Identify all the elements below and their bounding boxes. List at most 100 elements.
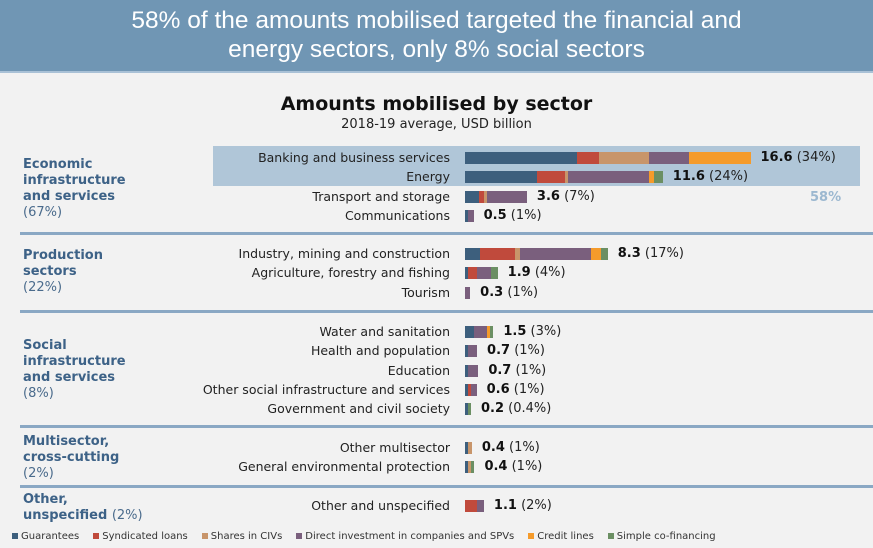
legend-label: Syndicated loans [102, 531, 188, 542]
bar-segment-shares-in-civs [468, 461, 471, 474]
legend-label: Simple co-financing [616, 531, 716, 542]
legend-swatch-icon [201, 533, 208, 539]
data-label-share: (3%) [526, 324, 562, 339]
legend-item: Guarantees [12, 531, 79, 542]
bar-segment-syndicated-loans [465, 500, 478, 512]
data-label-value: 0.6 [486, 381, 510, 397]
group-name: Social infrastructure and services [23, 338, 126, 385]
chart-title: Amounts mobilised by sector [280, 93, 593, 115]
bar-segment-guarantees [465, 152, 577, 164]
row-label: Industry, mining and construction [238, 246, 450, 261]
bar-segment-shares-in-civs [514, 248, 521, 260]
data-label-share: (1%) [511, 362, 547, 378]
data-label-share: (7%) [559, 188, 595, 204]
bar-segment-shares-in-civs [483, 190, 488, 203]
data-label-value: 0.3 [480, 284, 504, 300]
bar-segment-shares-in-civs [599, 152, 650, 164]
highlight-share-label: 58% [810, 190, 842, 205]
legend-swatch-icon [296, 533, 303, 539]
bar-segment-direct-investment-in-companies-and-spvs [568, 171, 650, 184]
bar-segment-direct-investment-in-companies-and-spvs [649, 152, 689, 164]
legend-label: Shares in CIVs [210, 531, 283, 542]
row-label: Other social infrastructure and services [202, 381, 450, 397]
bar-segment-direct-investment-in-companies-and-spvs [468, 364, 479, 377]
data-label: 0.7 (1%) [488, 363, 546, 379]
data-label-value: 0.4 [481, 440, 505, 455]
row-label: Transport and storage [312, 188, 450, 204]
data-label-share: (4%) [530, 265, 566, 281]
row-label: Other multisector [339, 440, 450, 455]
legend-label: Credit lines [537, 531, 594, 542]
data-label-share: (17%) [640, 246, 684, 261]
headline-banner: 58% of the amounts mobilised targeted th… [0, 0, 873, 73]
data-label-value: 0.4 [484, 459, 508, 475]
row-label: Health and population [310, 343, 450, 359]
group-share: (2%) [111, 508, 143, 523]
bar-segment-direct-investment-in-companies-and-spvs [465, 286, 471, 299]
row-label: Water and sanitation [319, 324, 451, 339]
data-label: 0.7 (1%) [487, 343, 545, 359]
group-label: Multisector, cross-cutting (2%) [23, 434, 119, 482]
data-label-value: 3.6 [536, 188, 560, 204]
legend-swatch-icon [607, 533, 614, 539]
bar-segment-simple-co-financing [490, 326, 494, 338]
data-label-value: 16.6 [760, 150, 793, 165]
bar-segment-guarantees [465, 403, 468, 416]
headline-line-2: energy sectors, only 8% social sectors [228, 36, 645, 63]
bar-segment-simple-co-financing [600, 248, 608, 260]
bar-segment-credit-lines [649, 171, 655, 184]
bar-segment-credit-lines [688, 152, 751, 164]
data-label-value: 1.9 [507, 265, 531, 281]
data-label-share: (1%) [506, 207, 542, 223]
data-label-value: 11.6 [672, 169, 705, 185]
group-divider [20, 310, 873, 313]
legend-label: Guarantees [21, 531, 80, 542]
group-label: Economic infrastructure and services (67%) [23, 157, 126, 221]
data-label: 0.4 (1%) [482, 440, 540, 456]
bar-segment-syndicated-loans [480, 248, 515, 260]
legend-item: Simple co-financing [607, 531, 716, 542]
bar-segment-guarantees [465, 383, 468, 396]
bar-segment-simple-co-financing [490, 267, 498, 280]
bar-segment-direct-investment-in-companies-and-spvs [477, 500, 484, 512]
data-label-value: 0.2 [481, 401, 505, 417]
data-label-share: (2%) [516, 498, 552, 513]
bar-segment-syndicated-loans [468, 383, 472, 396]
bar-segment-guarantees [465, 171, 538, 184]
group-name: Economic infrastructure and services [23, 157, 126, 204]
group-divider [20, 232, 873, 235]
data-label: 16.6 (34%) [761, 150, 836, 166]
row-label: General environmental protection [238, 459, 450, 475]
data-label: 0.6 (1%) [487, 382, 545, 398]
row-label: Other and unspecified [311, 498, 450, 513]
group-name: Other, unspecified [23, 492, 108, 523]
legend-item: Shares in CIVs [201, 531, 283, 542]
chart-subtitle: 2018-19 average, USD billion [341, 117, 532, 132]
data-label-value: 1.1 [493, 498, 517, 513]
bar-segment-direct-investment-in-companies-and-spvs [520, 248, 591, 260]
legend-swatch-icon [12, 533, 18, 539]
data-label: 1.9 (4%) [508, 265, 566, 281]
legend-item: Syndicated loans [93, 531, 188, 542]
bar-segment-direct-investment-in-companies-and-spvs [477, 267, 491, 280]
group-label: Production sectors (22%) [23, 248, 103, 296]
row-label: Banking and business services [258, 150, 450, 165]
data-label-share: (1%) [509, 381, 545, 397]
bar-segment-simple-co-financing [471, 461, 475, 474]
bar-segment-guarantees [465, 248, 481, 260]
bar-segment-direct-investment-in-companies-and-spvs [473, 326, 488, 338]
data-label-share: (1%) [507, 459, 543, 475]
legend-swatch-icon [528, 533, 535, 539]
data-label-value: 0.7 [488, 362, 512, 378]
headline-line-1: 58% of the amounts mobilised targeted th… [131, 7, 742, 34]
data-label-share: (34%) [792, 150, 836, 165]
group-name: Multisector, cross-cutting [23, 434, 120, 465]
data-label: 3.6 (7%) [537, 189, 595, 205]
bar-segment-credit-lines [487, 326, 491, 338]
bar-segment-shares-in-civs [564, 171, 569, 184]
data-label: 0.4 (1%) [484, 459, 542, 475]
legend: Guarantees Syndicated loans Shares in CIVs… [12, 531, 730, 542]
data-label: 1.1 (2%) [494, 498, 552, 514]
group-label: Social infrastructure and services (8%) [23, 338, 126, 402]
row-label: Education [387, 362, 450, 378]
